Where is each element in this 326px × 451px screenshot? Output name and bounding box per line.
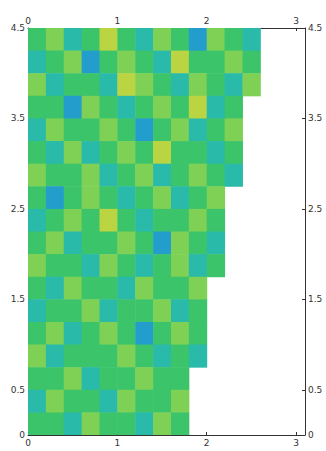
svg-text:1: 1 (114, 16, 120, 26)
svg-text:4.5: 4.5 (11, 23, 25, 33)
svg-text:1.5: 1.5 (308, 294, 322, 304)
svg-text:0: 0 (19, 430, 25, 440)
svg-text:0.5: 0.5 (11, 385, 25, 395)
svg-text:3.5: 3.5 (11, 113, 25, 123)
svg-text:1.5: 1.5 (11, 294, 25, 304)
svg-text:3.5: 3.5 (308, 113, 322, 123)
svg-text:0: 0 (25, 16, 31, 26)
svg-text:0: 0 (25, 438, 31, 448)
svg-text:4.5: 4.5 (308, 23, 322, 33)
svg-text:1: 1 (114, 438, 120, 448)
svg-text:3: 3 (293, 438, 299, 448)
svg-text:2: 2 (204, 16, 210, 26)
svg-text:0: 0 (308, 430, 314, 440)
svg-text:2.5: 2.5 (11, 204, 25, 214)
svg-text:0.5: 0.5 (308, 385, 322, 395)
svg-text:3: 3 (293, 16, 299, 26)
svg-text:2.5: 2.5 (308, 204, 322, 214)
svg-text:2: 2 (204, 438, 210, 448)
